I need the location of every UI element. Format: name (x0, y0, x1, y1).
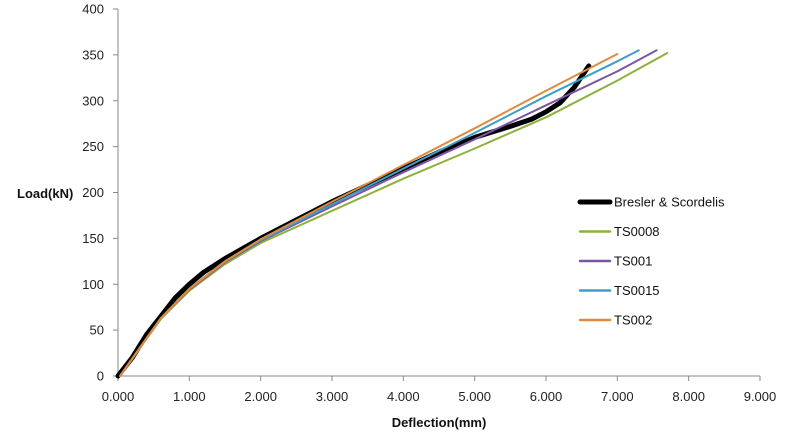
legend-label: TS001 (614, 254, 652, 269)
legend-label: Bresler & Scordelis (614, 195, 725, 210)
y-tick-label: 300 (82, 93, 104, 108)
legend-item: Bresler & Scordelis (577, 195, 725, 210)
legend-item: TS002 (578, 313, 652, 328)
x-tick-label: 5.000 (458, 389, 491, 404)
y-tick-label: 100 (82, 277, 104, 292)
legend-item: TS001 (578, 254, 652, 269)
y-axis-title: Load(kN) (17, 186, 73, 201)
y-axis: 0 50 100 150 200 250 300 350 400 (82, 2, 119, 384)
x-tick-label: 9.000 (744, 389, 777, 404)
series-line-ts0008 (119, 52, 669, 377)
y-tick-label: 350 (82, 47, 104, 62)
y-tick-label: 400 (82, 2, 104, 17)
x-tick-label: 1.000 (173, 389, 206, 404)
x-tick-label: 4.000 (387, 389, 420, 404)
x-tick-label: 2.000 (244, 389, 277, 404)
x-tick-label: 0.000 (102, 389, 135, 404)
x-tick-label: 8.000 (672, 389, 705, 404)
legend: Bresler & Scordelis TS0008 TS001 TS0015 TS00… (577, 195, 725, 328)
x-tick-label: 7.000 (601, 389, 634, 404)
series-group (115, 49, 669, 379)
y-tick-label: 150 (82, 231, 104, 246)
y-tick-label: 200 (82, 185, 104, 200)
series-line-bresler-scordelis (115, 63, 592, 379)
legend-label: TS0015 (614, 283, 660, 298)
x-axis-title: Deflection(mm) (392, 415, 487, 430)
legend-label: TS0008 (614, 224, 660, 239)
series-line-ts001 (119, 49, 658, 377)
y-tick-label: 50 (90, 323, 104, 338)
series-line-ts002 (119, 53, 619, 377)
y-tick-label: 250 (82, 139, 104, 154)
x-tick-label: 3.000 (316, 389, 349, 404)
y-tick-label: 0 (97, 369, 104, 384)
x-tick-label: 6.000 (530, 389, 563, 404)
legend-label: TS002 (614, 313, 652, 328)
legend-item: TS0015 (578, 283, 660, 298)
legend-item: TS0008 (578, 224, 660, 239)
x-axis: 0.000 1.000 2.000 3.000 4.000 5.000 6.000 7.000… (102, 375, 777, 404)
